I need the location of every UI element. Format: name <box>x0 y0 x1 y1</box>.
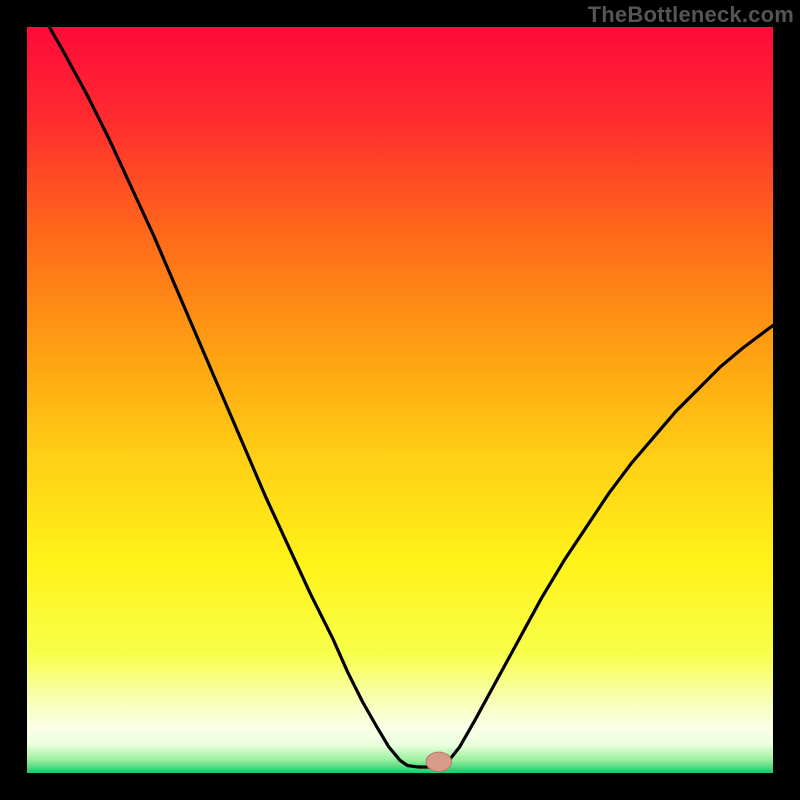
chart-background <box>27 27 773 773</box>
chart-svg <box>27 27 773 773</box>
canvas: TheBottleneck.com <box>0 0 800 800</box>
optimal-marker <box>426 752 451 771</box>
watermark-text: TheBottleneck.com <box>588 2 794 28</box>
chart-plot <box>27 27 773 773</box>
